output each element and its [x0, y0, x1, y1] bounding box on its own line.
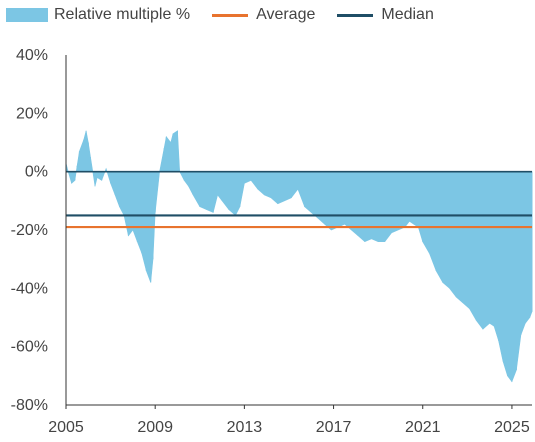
- legend-swatch-average: [212, 13, 249, 17]
- legend-label-relative-multiple: Relative multiple %: [54, 6, 191, 23]
- y-tick-label: 0%: [25, 164, 48, 181]
- y-tick-label: -60%: [11, 339, 48, 356]
- x-tick-label: 2021: [405, 419, 441, 436]
- relative-multiple-area: [65, 130, 533, 383]
- legend-swatch-median: [337, 13, 374, 17]
- x-tick-label: 2025: [494, 419, 530, 436]
- legend-item-median: Median: [337, 6, 434, 24]
- x-tick-label: 2017: [316, 419, 352, 436]
- y-tick-label: 40%: [16, 47, 48, 64]
- y-tick-label: -40%: [11, 280, 48, 297]
- legend-item-relative-multiple: Relative multiple %: [6, 6, 190, 24]
- legend-label-average: Average: [256, 6, 316, 23]
- x-tick-label: 2005: [48, 419, 84, 436]
- legend-swatch-area: [6, 8, 48, 22]
- legend: Relative multiple % Average Median: [0, 4, 535, 26]
- x-tick-label: 2013: [227, 419, 263, 436]
- y-tick-label: 20%: [16, 105, 48, 122]
- y-tick-label: -80%: [11, 397, 48, 414]
- legend-item-average: Average: [212, 6, 315, 24]
- x-tick-label: 2009: [137, 419, 173, 436]
- y-tick-label: -20%: [11, 222, 48, 239]
- legend-label-median: Median: [381, 6, 434, 23]
